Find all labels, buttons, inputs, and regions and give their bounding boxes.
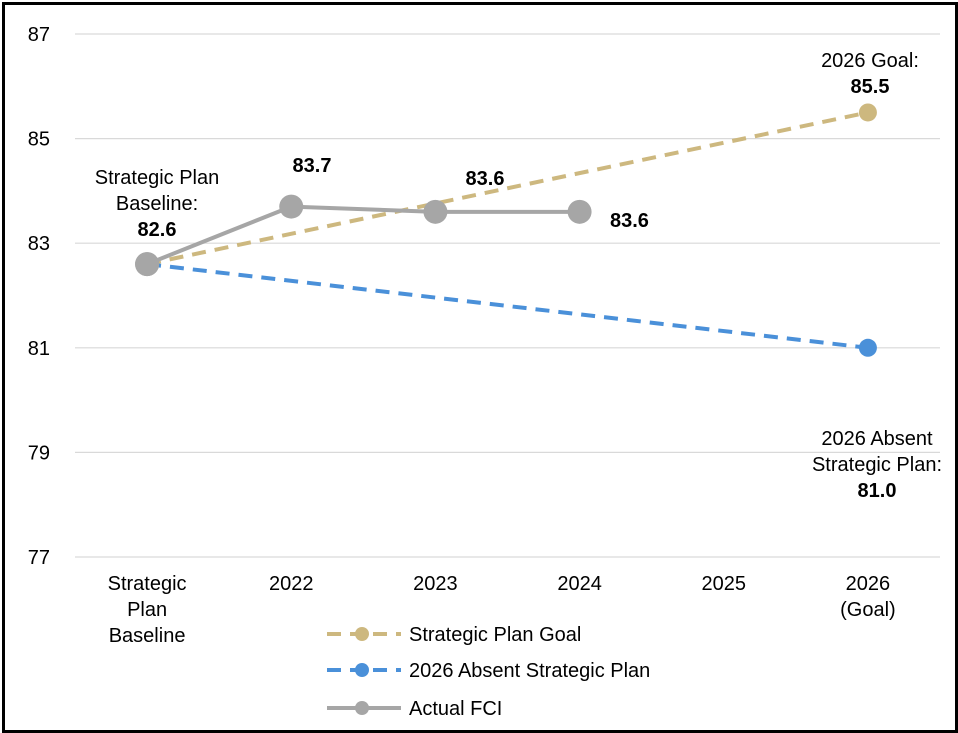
line-chart: 77 79 81 83 85 87 Strategic Plan Baseline 2022 202… — [28, 24, 942, 720]
y-tick-label-85: 85 — [28, 129, 50, 151]
series-2-point-0-top — [135, 252, 160, 277]
x-tick-label-1-0: 2022 — [269, 573, 314, 595]
series-1-point-1 — [858, 338, 877, 357]
series-line-0 — [146, 110, 869, 267]
legend-label-1: 2026 Absent Strategic Plan — [409, 660, 650, 682]
x-tick-label-4-0: 2025 — [702, 573, 747, 595]
x-tick-label-0-1: Plan — [127, 599, 167, 621]
legend-label-2: Actual FCI — [409, 698, 502, 720]
annotation-absent2026-value: 81.0 — [858, 480, 897, 502]
annotation-y2022-value: 83.7 — [293, 155, 332, 177]
legend-marker-0 — [355, 627, 369, 641]
axis-ticks: 77 79 81 83 85 87 Strategic Plan Baseline 2022 202… — [28, 24, 896, 647]
legend: Strategic Plan Goal 2026 Absent Strategic… — [327, 624, 650, 720]
series-2-point-3 — [567, 199, 592, 224]
series-line-2 — [146, 204, 580, 266]
annotation-goal2026-value: 85.5 — [851, 76, 890, 98]
series-2-point-2 — [423, 199, 448, 224]
y-tick-label-77: 77 — [28, 547, 50, 569]
y-tick-label-87: 87 — [28, 24, 50, 46]
annotation-absent2026-line-1: Strategic Plan: — [812, 454, 942, 476]
annotations: Strategic Plan Baseline: 82.6 83.7 83.6 83.6 2… — [95, 50, 942, 502]
x-tick-label-0-0: Strategic — [108, 573, 187, 595]
annotation-y2023-value: 83.6 — [466, 168, 505, 190]
series-lines — [135, 103, 877, 357]
x-tick-label-0-2: Baseline — [109, 625, 186, 647]
series-line-1 — [146, 262, 869, 350]
gridlines — [75, 33, 940, 558]
legend-marker-1 — [355, 663, 369, 677]
annotation-baseline-line-0: Strategic Plan — [95, 167, 220, 189]
annotation-y2024-value: 83.6 — [610, 210, 649, 232]
y-tick-label-79: 79 — [28, 442, 50, 464]
annotation-baseline-line-1: Baseline: — [116, 193, 198, 215]
annotation-absent2026-line-0: 2026 Absent — [821, 428, 933, 450]
x-tick-label-3-0: 2024 — [557, 573, 602, 595]
annotation-goal2026-line-0: 2026 Goal: — [821, 50, 919, 72]
series-2-point-1 — [279, 194, 304, 219]
series-0-point-1 — [858, 103, 877, 122]
y-tick-label-83: 83 — [28, 233, 50, 255]
x-tick-label-2-0: 2023 — [413, 573, 458, 595]
x-tick-label-5-0: 2026 — [846, 573, 891, 595]
legend-marker-2 — [355, 701, 369, 715]
y-tick-label-81: 81 — [28, 338, 50, 360]
x-tick-label-5-1: (Goal) — [840, 599, 896, 621]
legend-label-0: Strategic Plan Goal — [409, 624, 581, 646]
annotation-baseline-value: 82.6 — [138, 219, 177, 241]
